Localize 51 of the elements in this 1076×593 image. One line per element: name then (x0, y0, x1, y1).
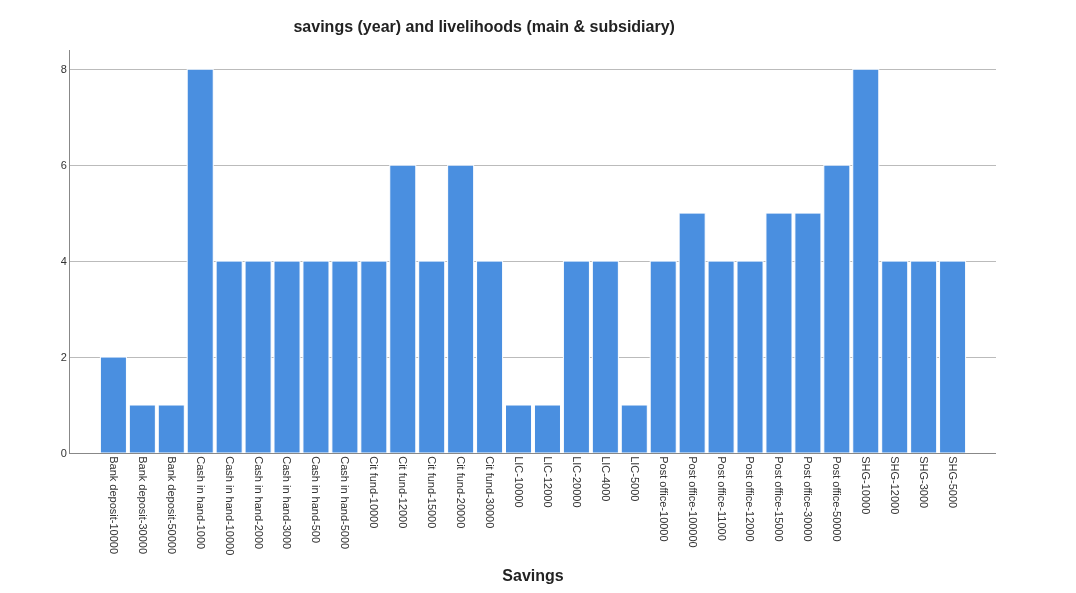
x-tick-label: LIC-10000 (512, 456, 525, 508)
x-tick-label: Post office-15000 (773, 456, 786, 542)
chart-title: savings (year) and livelihoods (main & subsidiary) (293, 17, 675, 35)
y-tick-label: 0 (60, 446, 67, 459)
x-tick-label: Cash in hand-5000 (339, 456, 352, 550)
x-tick-label: Cash in hand-3000 (281, 456, 294, 550)
x-tick-label: Cash in hand-1000 (194, 456, 207, 550)
x-tick-label: LIC-20000 (570, 456, 583, 508)
x-tick-label: Cit fund-30000 (484, 456, 497, 529)
x-tick-label: Cash in hand-2000 (252, 456, 265, 550)
x-tick-label: SHG-10000 (860, 456, 873, 515)
bar (562, 260, 590, 453)
bar (447, 164, 475, 453)
y-tick-label: 4 (60, 254, 67, 267)
x-tick-label: Bank deposit-30000 (136, 456, 149, 555)
x-tick-label: Post office-11000 (715, 456, 728, 541)
x-tick-label: Cit fund-10000 (368, 456, 381, 529)
x-tick-label: Post office-100000 (686, 456, 699, 548)
bar (910, 260, 938, 453)
bar (533, 404, 561, 453)
bar (620, 404, 648, 453)
bar (418, 260, 446, 453)
bar (505, 404, 533, 453)
bar (881, 260, 909, 453)
x-tick-label: Cit fund-20000 (455, 456, 468, 529)
y-tick-label: 8 (60, 63, 67, 76)
x-tick-label: LIC-12000 (541, 456, 554, 508)
x-tick-label: Cit fund-12000 (397, 456, 410, 529)
bar (128, 404, 156, 453)
x-axis-title: Savings (502, 566, 564, 584)
bar (591, 260, 619, 453)
x-tick-label: Post office-12000 (744, 456, 757, 542)
bar (157, 404, 185, 453)
x-tick-label: Post office-10000 (657, 456, 670, 542)
bar (939, 260, 967, 453)
bar (99, 356, 127, 453)
x-tick-label: Post office-50000 (831, 456, 844, 542)
y-tick-label: 6 (60, 158, 67, 171)
x-tick-label: SHG-12000 (889, 456, 902, 515)
x-tick-label: Post office-30000 (802, 456, 815, 542)
y-tick-label: 2 (60, 350, 67, 363)
x-tick-label: LIC-4000 (599, 456, 612, 502)
x-tick-label: SHG-3000 (918, 456, 931, 509)
x-tick-label: Cit fund-15000 (426, 456, 439, 529)
x-tick-label: Cash in hand-10000 (223, 456, 236, 556)
x-tick-label: LIC-5000 (628, 456, 641, 502)
x-tick-label: Bank deposit-10000 (107, 456, 120, 555)
x-tick-label: SHG-5000 (947, 456, 960, 509)
x-tick-label: Cash in hand-500 (310, 456, 323, 544)
x-tick-label: Bank deposit-50000 (165, 456, 178, 555)
bar (476, 260, 504, 453)
